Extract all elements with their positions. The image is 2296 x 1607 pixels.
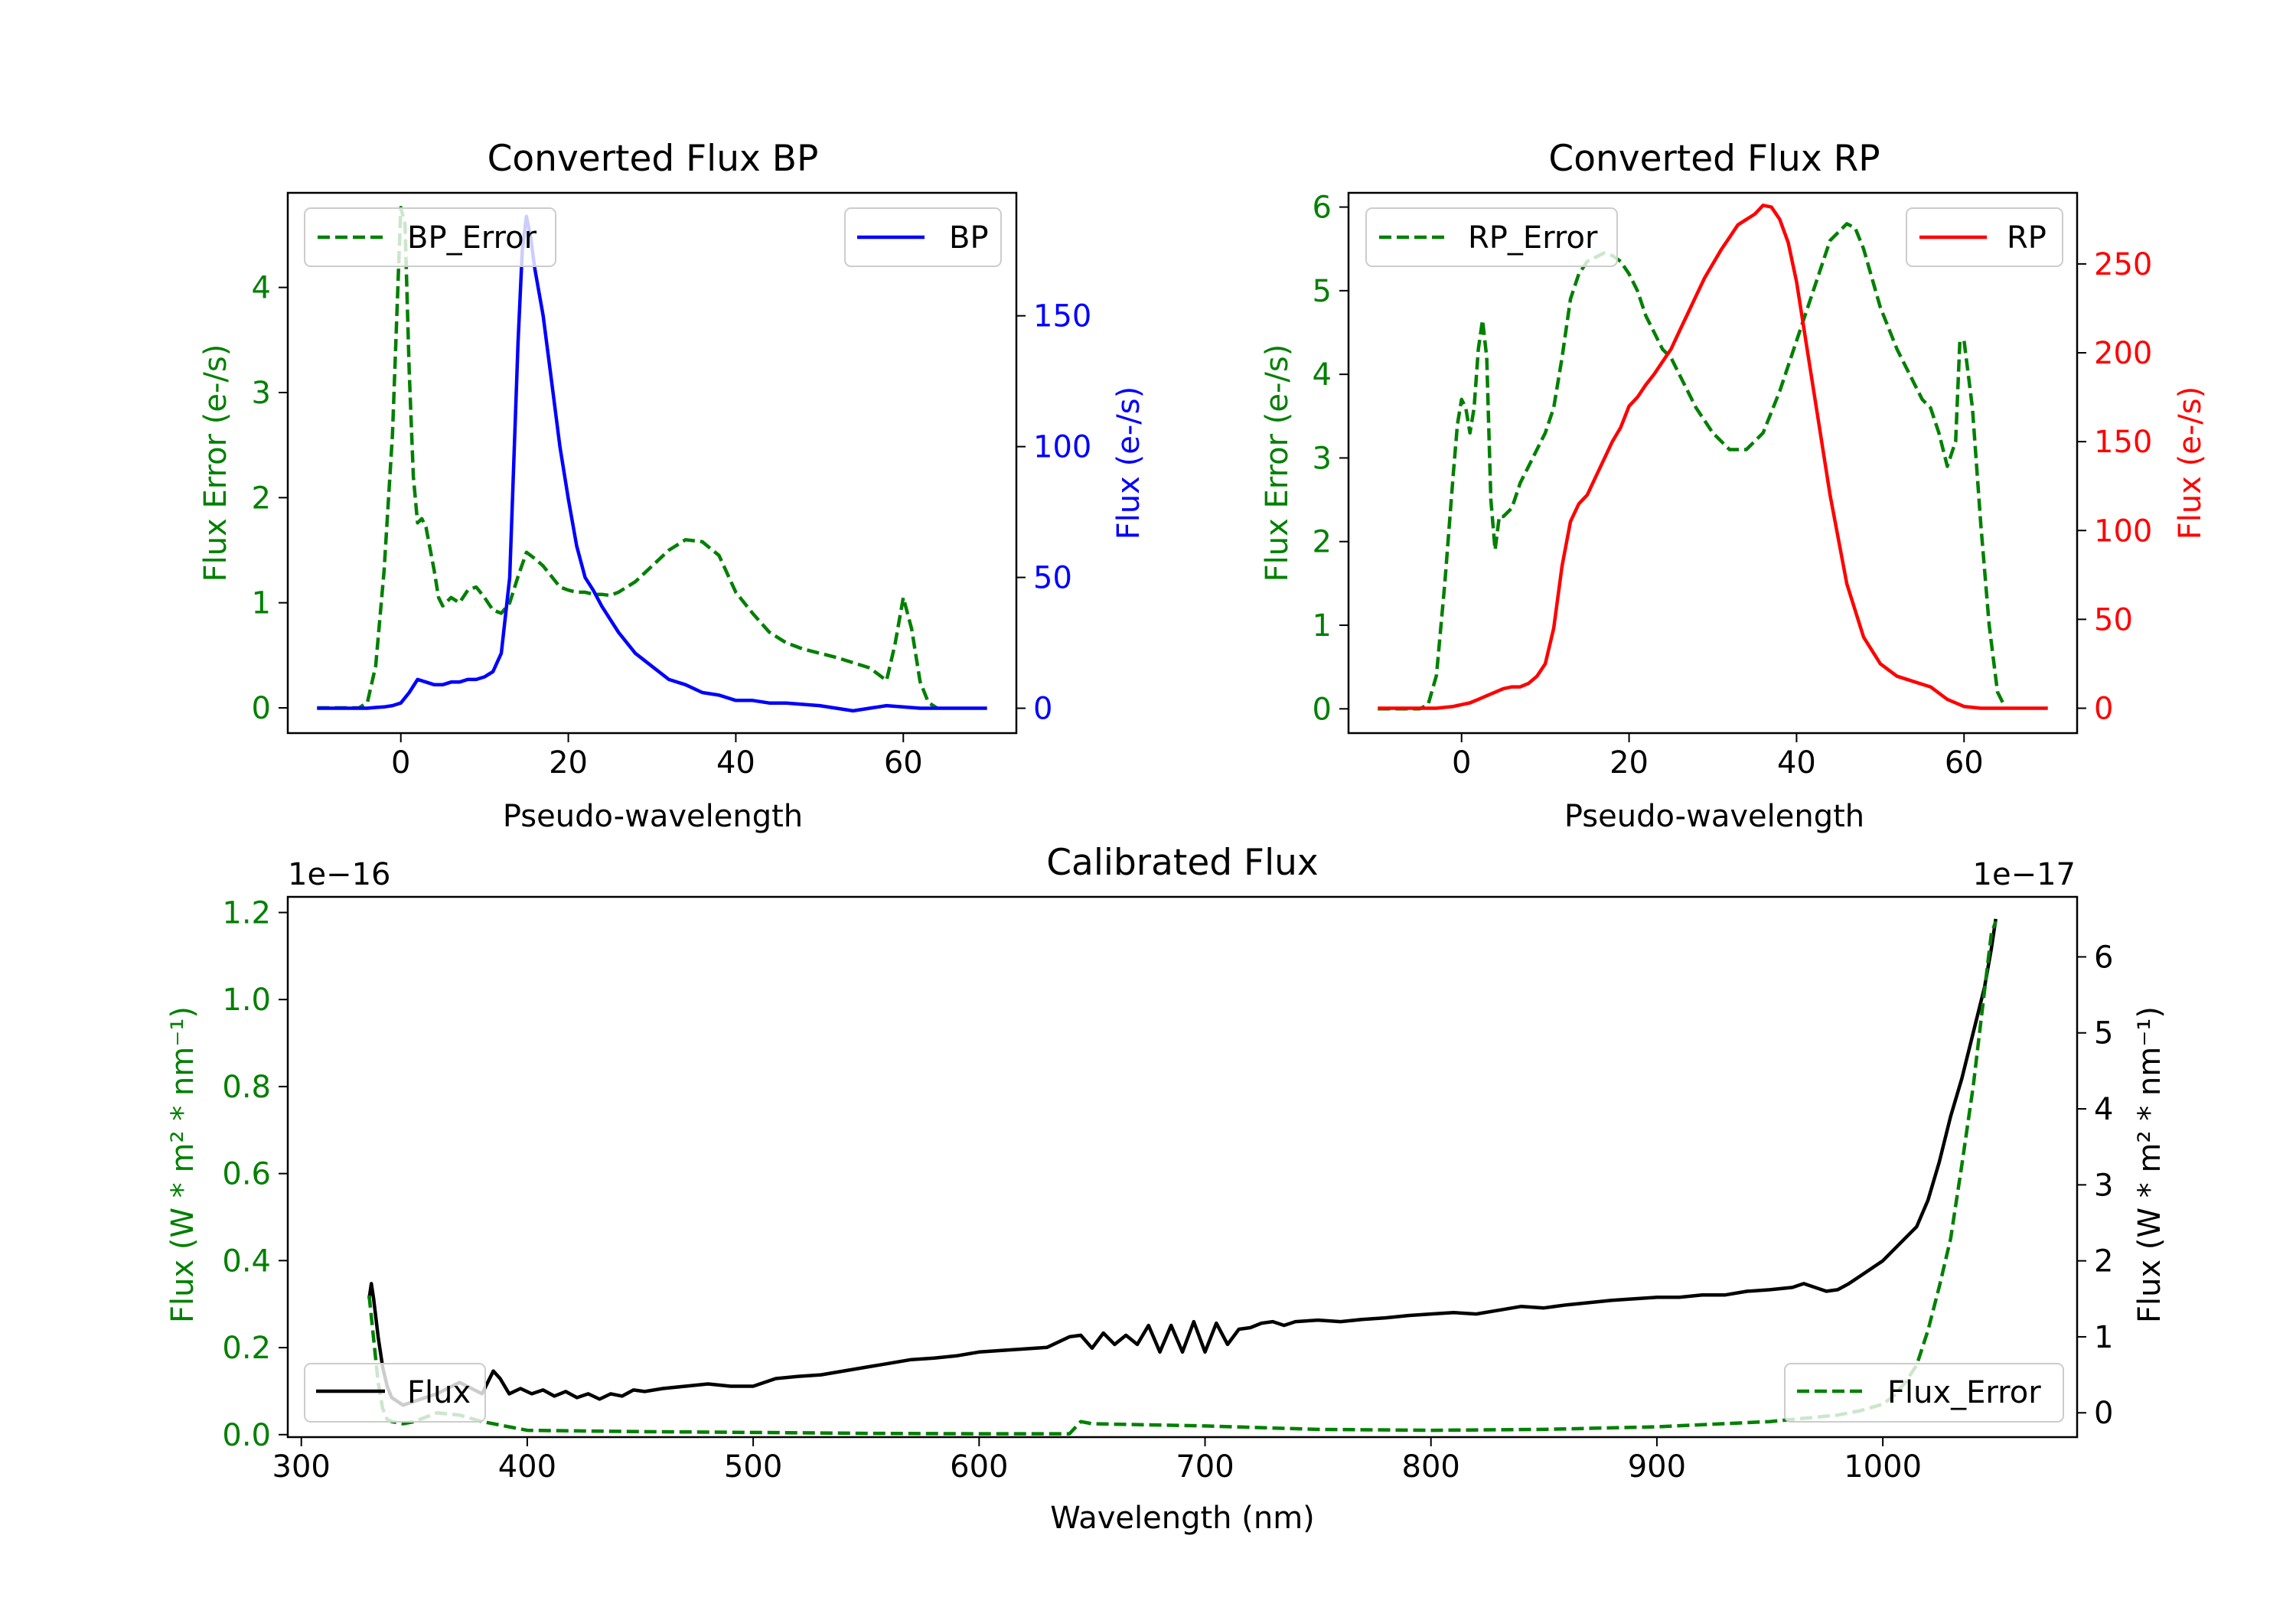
rp-ytick-left-label: 6: [1313, 191, 1332, 226]
calibrated-ytick-left-label: 0.2: [222, 1331, 271, 1366]
bp-legend-right-label: BP: [949, 220, 989, 256]
bp-ytick-right-label: 100: [1033, 430, 1091, 465]
calibrated-panel: Calibrated Flux 1e−16 1e−17 Wavelength (…: [165, 842, 2167, 1536]
bp-axes-frame: [286, 191, 1018, 735]
calibrated-legend-left-box: [304, 1363, 486, 1423]
rp-ytick-left-label: 5: [1313, 274, 1332, 309]
rp-xtick-label: 40: [1777, 745, 1816, 781]
calibrated-xtick-label: 500: [724, 1449, 782, 1485]
rp-legend-right: RP: [1906, 207, 2063, 267]
rp-ytick-right-label: 50: [2094, 602, 2133, 637]
calibrated-ytick-right-label: 5: [2094, 1016, 2113, 1051]
rp-ytick-right-label: 250: [2094, 247, 2152, 282]
bp-legend-left-box: [304, 207, 556, 267]
calibrated-plot: 300 400 500 600 700 800 900 1000 0.0 0.2 0.4 0.6 0.8…: [222, 895, 2113, 1485]
calibrated-legend-left-label: Flux: [407, 1375, 471, 1410]
calibrated-offset-left: 1e−16: [288, 857, 390, 892]
calibrated-ytick-right-label: 3: [2094, 1168, 2113, 1203]
rp-title: Converted Flux RP: [1548, 138, 1880, 180]
calibrated-legend-right-box: [1784, 1363, 2064, 1423]
calibrated-offset-right: 1e−17: [1973, 857, 2076, 892]
rp-legend-right-label: RP: [2007, 220, 2047, 256]
rp-legend-left-box: [1365, 207, 1618, 267]
bp-xlabel: Pseudo-wavelength: [503, 799, 803, 834]
bp-legend-right: BP: [844, 207, 1002, 267]
calibrated-xlabel: Wavelength (nm): [1050, 1501, 1315, 1536]
bp-legend-left-label: BP_Error: [407, 220, 537, 256]
rp-ytick-right-label: 150: [2094, 425, 2152, 460]
rp-ytick-left-label: 4: [1313, 357, 1332, 393]
rp-xtick-label: 0: [1452, 745, 1471, 781]
calibrated-series-flux-line: [367, 918, 1998, 1407]
bp-ytick-right-label: 150: [1033, 299, 1091, 334]
rp-ytick-right-label: 0: [2094, 691, 2113, 726]
calibrated-ytick-left-label: 0.6: [222, 1157, 271, 1192]
bp-ytick-left-label: 3: [252, 376, 271, 411]
calibrated-legend-right: Flux_Error: [1784, 1363, 2064, 1423]
calibrated-ytick-right-label: 4: [2094, 1092, 2113, 1127]
calibrated-xtick-label: 300: [272, 1449, 331, 1485]
bp-xtick-label: 60: [884, 745, 923, 781]
rp-ylabel-right: Flux (e-/s): [2173, 386, 2208, 539]
rp-xtick-label: 20: [1609, 745, 1649, 781]
bp-ytick-right-label: 50: [1033, 561, 1072, 596]
calibrated-ytick-right-label: 6: [2094, 940, 2113, 975]
calibrated-xtick-label: 600: [950, 1449, 1008, 1485]
bp-panel: Converted Flux BP Pseudo-wavelength Flux…: [198, 138, 1146, 834]
calibrated-ytick-left-label: 1.2: [222, 895, 271, 931]
calibrated-axes-frame: [286, 895, 2079, 1439]
rp-ytick-left-label: 1: [1313, 608, 1332, 644]
bp-ylabel-right: Flux (e-/s): [1111, 386, 1146, 539]
rp-ytick-left-label: 2: [1313, 525, 1332, 560]
bp-ytick-left-label: 4: [252, 271, 271, 306]
rp-ytick-right-label: 200: [2094, 336, 2152, 371]
calibrated-legend-left: Flux: [304, 1363, 486, 1423]
bp-series-bp-error-line: [317, 205, 938, 710]
rp-xtick-label: 60: [1945, 745, 1984, 781]
calibrated-xtick-label: 400: [498, 1449, 556, 1485]
bp-xtick-label: 20: [549, 745, 588, 781]
calibrated-title: Calibrated Flux: [1046, 842, 1319, 884]
rp-panel: Converted Flux RP Pseudo-wavelength Flux…: [1260, 138, 2208, 834]
rp-legend-left-label: RP_Error: [1468, 220, 1598, 256]
rp-ytick-left-label: 0: [1313, 692, 1332, 727]
calibrated-ytick-right-label: 0: [2094, 1396, 2113, 1431]
bp-ytick-left-label: 0: [252, 691, 271, 726]
calibrated-xtick-label: 1000: [1844, 1449, 1922, 1485]
rp-axes-frame: [1347, 191, 2079, 735]
calibrated-xtick-label: 700: [1176, 1449, 1234, 1485]
rp-series-rp-line: [1378, 204, 2048, 710]
calibrated-legend-right-label: Flux_Error: [1887, 1375, 2041, 1410]
calibrated-ytick-left-label: 0.8: [222, 1070, 271, 1105]
bp-title: Converted Flux BP: [488, 138, 819, 180]
calibrated-xtick-label: 800: [1402, 1449, 1460, 1485]
rp-ylabel-left: Flux Error (e-/s): [1260, 344, 1295, 582]
calibrated-ytick-left-label: 0.4: [222, 1244, 271, 1279]
calibrated-xtick-label: 900: [1628, 1449, 1686, 1485]
calibrated-ytick-left-label: 0.0: [222, 1418, 271, 1453]
bp-ytick-right-label: 0: [1033, 692, 1052, 727]
rp-series-rp-error-line: [1378, 222, 2008, 711]
bp-ytick-left-label: 2: [252, 481, 271, 516]
bp-ylabel-left: Flux Error (e-/s): [198, 344, 233, 582]
bp-xtick-label: 40: [716, 745, 755, 781]
calibrated-ylabel-right: Flux (W * m² * nm⁻¹): [2132, 1006, 2167, 1323]
rp-ytick-left-label: 3: [1313, 441, 1332, 476]
bp-series-bp-line: [317, 214, 987, 713]
bp-xtick-label: 0: [391, 745, 410, 781]
rp-xlabel: Pseudo-wavelength: [1564, 799, 1864, 834]
calibrated-ytick-right-label: 2: [2094, 1244, 2113, 1279]
calibrated-ylabel-left: Flux (W * m² * nm⁻¹): [165, 1006, 201, 1323]
calibrated-ytick-left-label: 1.0: [222, 983, 271, 1018]
rp-legend-left: RP_Error: [1365, 207, 1618, 267]
bp-ytick-left-label: 1: [252, 586, 271, 621]
calibrated-ytick-right-label: 1: [2094, 1320, 2113, 1355]
rp-ytick-right-label: 100: [2094, 513, 2152, 549]
bp-legend-left: BP_Error: [304, 207, 556, 267]
